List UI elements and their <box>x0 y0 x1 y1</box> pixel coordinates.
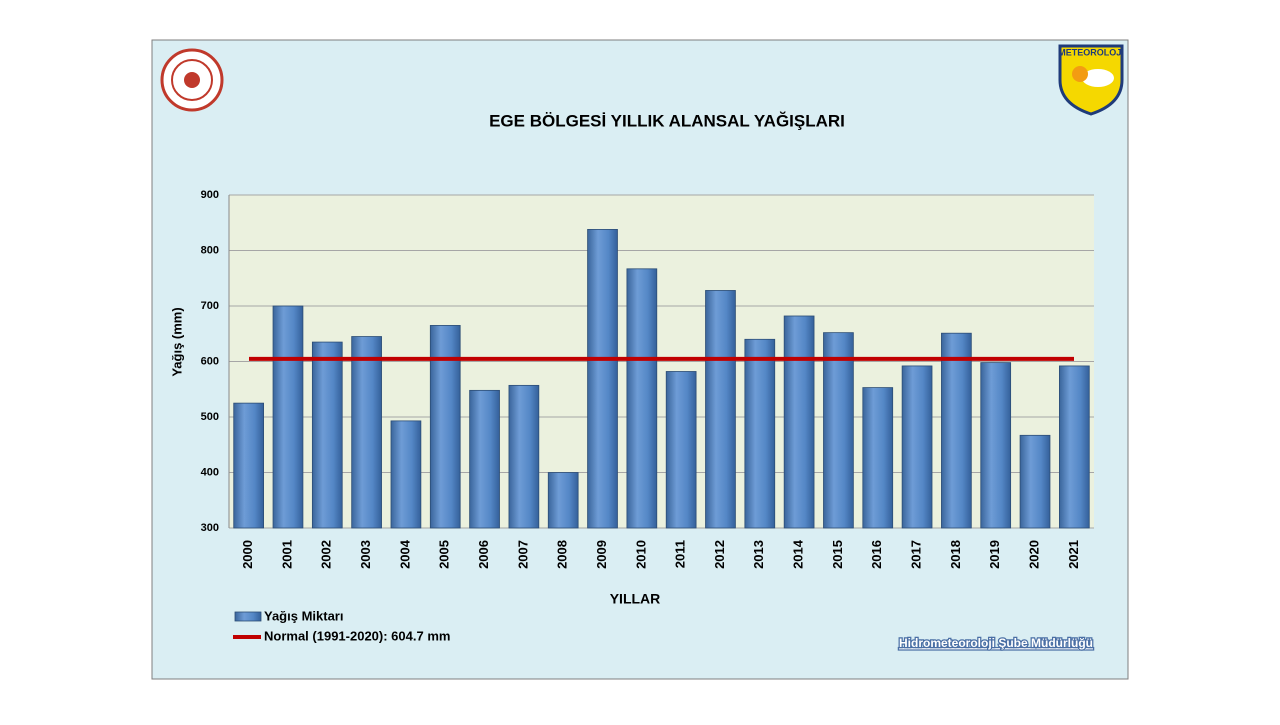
bar <box>351 336 382 529</box>
y-axis-label: Yağış (mm) <box>169 307 184 376</box>
y-tick-label: 700 <box>201 300 219 312</box>
x-tick-label: 2014 <box>791 539 806 569</box>
bar <box>862 387 894 529</box>
bar <box>823 332 854 529</box>
x-tick-label: 2003 <box>358 540 373 569</box>
bar <box>272 305 304 529</box>
y-tick-label: 900 <box>201 189 219 201</box>
x-tick-label: 2016 <box>869 540 884 569</box>
y-tick-label: 400 <box>201 466 219 478</box>
bar <box>508 384 540 529</box>
bar <box>626 268 658 529</box>
x-tick-label: 2021 <box>1066 540 1081 569</box>
bar <box>587 229 618 529</box>
bar <box>311 341 343 529</box>
legend-label: Yağış Miktarı <box>264 608 343 623</box>
x-tick-label: 2012 <box>712 540 727 569</box>
x-tick-label: 2019 <box>987 540 1002 569</box>
bar <box>429 325 461 529</box>
x-tick-label: 2009 <box>594 540 609 569</box>
x-tick-label: 2002 <box>319 540 334 569</box>
bar <box>744 338 776 529</box>
bar <box>941 332 972 529</box>
bar <box>547 472 579 529</box>
x-tick-label: 2007 <box>515 540 530 569</box>
x-axis-label: YILLAR <box>610 591 661 607</box>
bar <box>901 365 933 529</box>
y-tick-label: 300 <box>201 522 219 534</box>
x-tick-label: 2020 <box>1026 540 1041 569</box>
left-logo <box>160 48 224 112</box>
x-tick-label: 2015 <box>830 540 845 569</box>
bar <box>1019 434 1051 529</box>
x-tick-label: 2013 <box>751 540 766 569</box>
x-tick-label: 2006 <box>476 540 491 569</box>
y-tick-label: 800 <box>201 244 219 256</box>
footer: Hidrometeoroloji Şube Müdürlüğü <box>899 636 1093 650</box>
bar <box>705 290 736 529</box>
logo-text: METEOROLOJİ <box>1058 47 1124 57</box>
right-logo: METEOROLOJİ <box>1058 44 1124 116</box>
x-tick-label: 2018 <box>948 540 963 569</box>
x-tick-label: 2005 <box>437 540 452 569</box>
chart-title: EGE BÖLGESİ YILLIK ALANSAL YAĞIŞLARI <box>489 111 845 130</box>
x-tick-label: 2004 <box>397 539 412 569</box>
x-tick-label: 2017 <box>909 540 924 569</box>
x-tick-label: 2000 <box>240 540 255 569</box>
y-tick-label: 600 <box>201 355 219 367</box>
bar <box>233 402 265 529</box>
bar <box>783 315 815 529</box>
y-tick-label: 500 <box>201 411 219 423</box>
bar <box>469 389 500 529</box>
bar <box>390 420 422 529</box>
x-tick-label: 2008 <box>555 540 570 569</box>
x-tick-label: 2001 <box>279 540 294 569</box>
x-tick-label: 2010 <box>633 540 648 569</box>
bar <box>1059 365 1090 529</box>
legend-swatch <box>234 611 262 622</box>
bar <box>665 371 697 529</box>
legend-label: Normal (1991-2020): 604.7 mm <box>264 628 450 643</box>
bar <box>980 362 1012 529</box>
x-tick-label: 2011 <box>673 540 688 568</box>
